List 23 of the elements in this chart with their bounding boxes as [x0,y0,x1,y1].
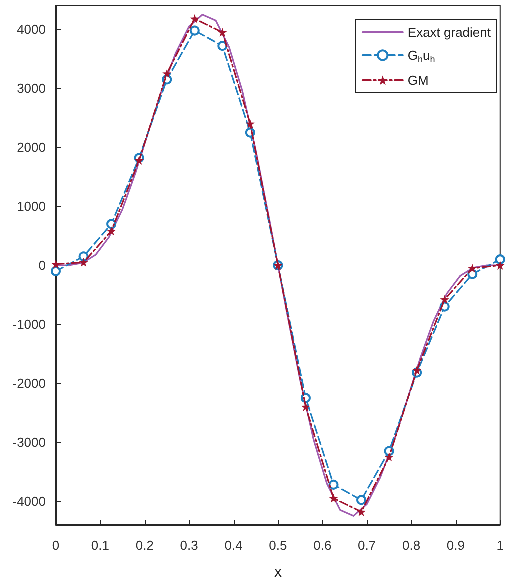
x-tick-label: 0.7 [358,538,376,553]
x-tick-label: 0.5 [269,538,288,553]
y-tick-label: -4000 [12,494,46,509]
x-tick-label: 0 [52,538,60,553]
y-tick-label: 4000 [17,22,46,38]
legend-label: GM [408,73,429,88]
x-tick-label: 0.1 [91,538,110,553]
y-tick-label: 2000 [17,140,46,156]
x-tick-label: 0.2 [136,538,154,553]
x-tick-label: 1 [496,538,504,553]
x-tick-label: 0.8 [402,538,421,553]
x-axis-title: x [274,564,282,581]
x-tick-label: 0.6 [314,538,332,553]
y-tick-label: 3000 [17,81,46,96]
y-tick-label: 1000 [17,199,46,214]
y-tick-label: 0 [38,258,46,273]
y-tick-label: -1000 [12,316,46,332]
x-tick-label: 0.3 [180,538,198,553]
x-tick-label: 0.9 [446,538,465,553]
x-tick-label: 0.4 [224,538,243,553]
legend-label: Exaxt gradient [408,25,492,40]
y-tick-label: -3000 [12,434,46,450]
y-tick-label: -2000 [12,376,46,391]
